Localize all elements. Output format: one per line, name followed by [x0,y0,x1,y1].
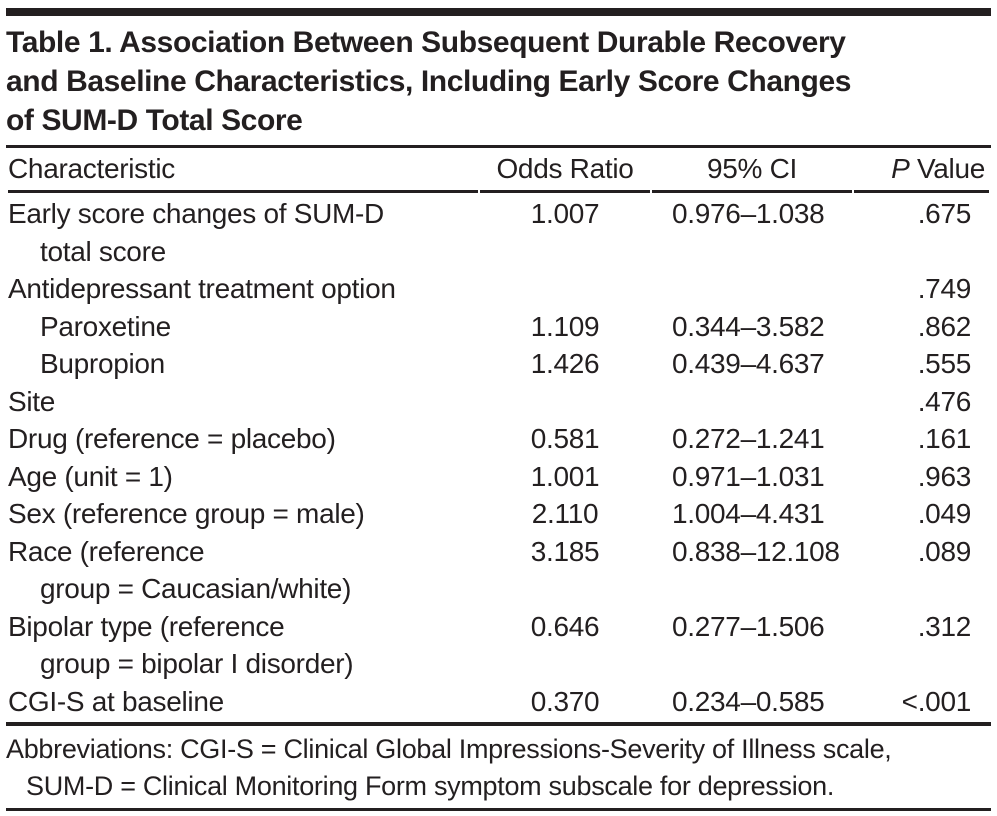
p-value-italic-p: P [891,153,910,184]
row-characteristic: Paroxetine [8,308,478,346]
row-95ci: 0.272–1.241 [672,423,825,454]
row-characteristic: Early score changes of SUM-D total score [8,193,478,270]
row-characteristic: Age (unit = 1) [8,458,478,496]
footnote-line-2: SUM-D = Clinical Monitoring Form symptom… [26,771,835,801]
row-95ci: 0.971–1.031 [672,460,825,492]
title-divider-rule [6,145,991,148]
row-95ci: 0.439–4.637 [672,348,825,379]
row-p-value: .089 [917,535,972,567]
table-row: Bupropion 1.426 0.439–4.637 .555 [8,345,989,383]
table-row: Sex (reference group = male) 2.110 1.004–4… [8,495,989,533]
row-p-value: <.001 [901,685,972,717]
row-p-value: .555 [917,348,972,379]
characteristic-label: Early score changes of SUM-D [8,198,384,229]
footnote-divider-rule [6,722,991,726]
table-title-line-3: of SUM-D Total Score [6,104,303,137]
row-95ci: 0.976–1.038 [672,198,825,229]
row-characteristic: Race (reference group = Caucasian/white) [8,533,478,608]
row-odds-ratio: 1.007 [530,198,600,229]
header-p-value: P Value [854,148,989,193]
row-odds-ratio: 1.001 [530,460,600,492]
table-row: Site .476 [8,383,989,421]
row-95ci: 0.234–0.585 [672,685,825,717]
row-95ci [652,270,852,308]
table-row: Paroxetine 1.109 0.344–3.582 .862 [8,308,989,346]
row-characteristic: CGI-S at baseline [8,683,478,721]
header-odds-ratio: Odds Ratio [480,148,650,193]
abbreviations-footnote: Abbreviations: CGI-S = Clinical Global I… [6,731,991,805]
row-characteristic: Bupropion [8,345,478,383]
row-p-value: .049 [917,498,972,529]
row-odds-ratio [480,270,650,308]
row-odds-ratio: 1.109 [530,310,600,342]
characteristic-label: Paroxetine [40,310,171,342]
table-title: Table 1. Association Between Subsequent … [6,23,991,140]
header-characteristic: Characteristic [8,148,478,193]
row-characteristic: Bipolar type (reference group = bipolar I… [8,608,478,683]
table-row: Age (unit = 1) 1.001 0.971–1.031 .963 [8,458,989,496]
footnote-line-1: Abbreviations: CGI-S = Clinical Global I… [6,734,892,764]
row-p-value: .161 [917,423,972,454]
table-row: CGI-S at baseline 0.370 0.234–0.585 <.001 [8,683,989,721]
row-p-value: .963 [917,460,972,492]
p-value-rest: Value [909,153,985,184]
table-header: Characteristic Odds Ratio 95% CI P Value [8,148,989,193]
characteristic-label-continuation: group = Caucasian/white) [40,573,352,604]
table-row: Race (reference group = Caucasian/white) 3… [8,533,989,608]
row-odds-ratio: 1.426 [530,348,600,379]
row-odds-ratio: 0.581 [530,423,600,454]
row-95ci: 1.004–4.431 [672,498,825,529]
row-95ci: 0.277–1.506 [672,610,825,642]
row-95ci [652,383,852,421]
characteristic-label: Bipolar type (reference [8,610,285,642]
bottom-rule [6,808,991,811]
row-characteristic: Drug (reference = placebo) [8,420,478,458]
table-row: Antidepressant treatment option .749 [8,270,989,308]
row-characteristic: Sex (reference group = male) [8,495,478,533]
row-odds-ratio [480,383,650,421]
characteristic-label: Site [8,385,56,417]
row-p-value: .675 [917,198,972,229]
characteristic-label: CGI-S at baseline [8,685,224,717]
table-title-line-2: and Baseline Characteristics, Including … [6,65,852,98]
characteristic-label: Bupropion [40,348,165,379]
row-characteristic: Site [8,383,478,421]
results-table: Characteristic Odds Ratio 95% CI P Value… [6,148,991,720]
row-odds-ratio: 3.185 [530,535,600,567]
row-p-value: .749 [917,273,972,304]
row-odds-ratio: 2.110 [531,498,599,529]
table-body: Early score changes of SUM-D total score 1… [8,193,989,720]
table-row: Drug (reference = placebo) 0.581 0.272–1.2… [8,420,989,458]
header-95ci: 95% CI [652,148,852,193]
top-rule [6,8,991,16]
characteristic-label: Race (reference [8,535,205,567]
row-95ci: 0.838–12.108 [672,535,840,567]
table-row: Bipolar type (reference group = bipolar I… [8,608,989,683]
characteristic-label: Antidepressant treatment option [8,273,396,304]
characteristic-label-continuation: group = bipolar I disorder) [40,648,354,679]
characteristic-label-continuation: total score [40,235,166,267]
table-title-line-1: Table 1. Association Between Subsequent … [6,26,846,59]
row-characteristic: Antidepressant treatment option [8,270,478,308]
table-row: Early score changes of SUM-D total score 1… [8,193,989,270]
characteristic-label: Drug (reference = placebo) [8,423,336,454]
row-p-value: .476 [917,385,972,417]
characteristic-label: Sex (reference group = male) [8,498,365,529]
row-p-value: .312 [917,610,972,642]
row-odds-ratio: 0.370 [530,685,600,717]
row-odds-ratio: 0.646 [530,610,600,642]
row-p-value: .862 [917,310,972,342]
characteristic-label: Age (unit = 1) [8,460,173,492]
row-95ci: 0.344–3.582 [672,310,825,342]
